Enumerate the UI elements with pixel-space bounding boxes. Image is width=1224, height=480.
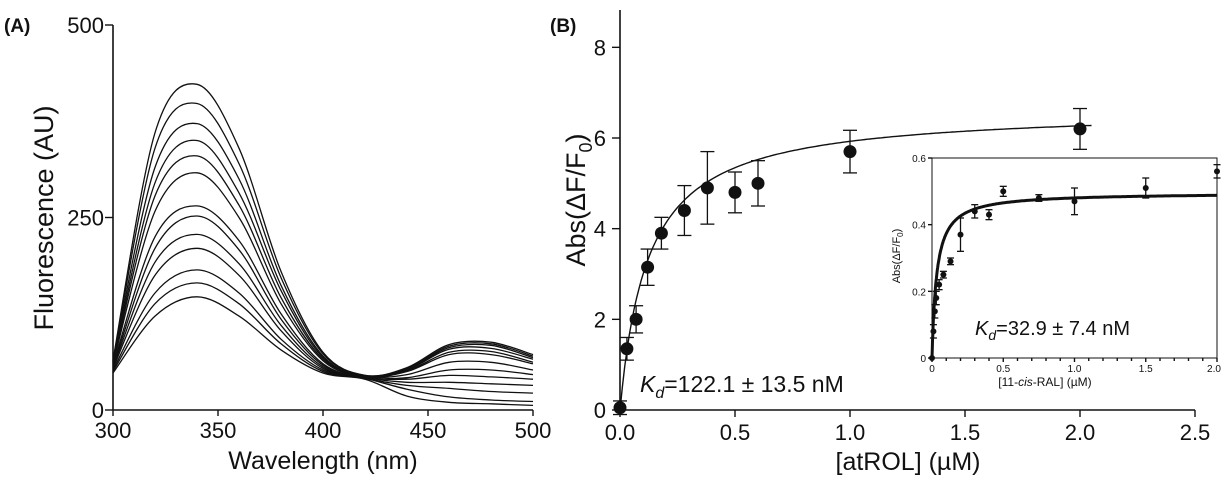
x-tick-label-b: 2.5 — [1180, 420, 1211, 445]
inset-data-point — [947, 258, 954, 265]
inset-data-point — [1000, 188, 1007, 195]
data-point — [641, 260, 655, 274]
panel-a: (A) 0 250 500 300 350 400 450 500 Wavelength (nm)… — [4, 13, 551, 475]
spectrum-line — [112, 282, 534, 403]
x-tick-label-a: 350 — [200, 418, 237, 443]
x-tick-label-inset: 0.5 — [996, 364, 1010, 375]
fit-curve-inset — [930, 193, 1218, 358]
x-tick-label-inset: 1.5 — [1139, 364, 1153, 375]
inset-data-point — [971, 208, 978, 215]
data-point — [700, 181, 714, 195]
y-tick-label-b: 4 — [594, 217, 606, 242]
x-tick-label-a: 300 — [95, 418, 132, 443]
panel-label-a: (A) — [4, 16, 30, 37]
data-point — [613, 401, 627, 415]
y-tick-label-a: 0 — [92, 398, 104, 423]
x-tick-label-a: 450 — [410, 418, 447, 443]
y-tick-label-inset: 0.2 — [912, 287, 926, 298]
kd-annotation-b: Kd=122.1 ± 13.5 nM — [640, 371, 844, 402]
y-tick-label-b: 2 — [594, 307, 606, 332]
x-tick-label-a: 500 — [515, 418, 552, 443]
spectrum-line — [112, 296, 534, 407]
x-tick-label-b: 1.0 — [835, 420, 866, 445]
spectrum-line — [112, 139, 534, 378]
data-point — [728, 185, 742, 199]
spectrum-line — [112, 155, 534, 378]
x-tick-label-b: 0.5 — [720, 420, 751, 445]
y-tick-label-inset: 0.6 — [912, 154, 926, 165]
inset-data-point — [933, 295, 940, 301]
spectrum-line — [112, 269, 534, 394]
y-tick-label-inset: 0.4 — [912, 221, 926, 232]
inset-data-point — [1214, 168, 1220, 175]
spectrum-line — [112, 172, 534, 378]
inset-data-point — [957, 231, 964, 238]
inset-data-point — [1142, 185, 1149, 191]
inset-data-point — [1071, 198, 1078, 205]
spectrum-line — [112, 247, 534, 387]
y-tick-label-b: 8 — [594, 35, 606, 60]
inset-data-point — [936, 281, 943, 288]
x-tick-label-b: 0.0 — [605, 420, 636, 445]
x-tick-label-b: 2.0 — [1065, 420, 1096, 445]
data-point — [677, 204, 691, 218]
x-tick-label-inset: 1.0 — [1068, 364, 1082, 375]
x-axis-label-inset: [11-cis-RAL] (µM) — [998, 375, 1091, 389]
y-axis-label-inset: Abs(ΔF/F0) — [891, 229, 905, 284]
data-point — [1073, 122, 1087, 136]
y-axis-label-a: Fluorescence (AU) — [29, 105, 59, 330]
inset-data-point — [940, 271, 947, 278]
y-tick-label-a: 250 — [67, 206, 104, 231]
data-point — [620, 342, 634, 356]
x-tick-label-a: 400 — [305, 418, 342, 443]
inset-data-point — [986, 211, 992, 218]
y-axis-label-b: Abs(ΔF/F0) — [561, 133, 596, 266]
y-tick-label-inset: 0 — [920, 354, 926, 365]
fit-curve-b — [619, 124, 1092, 411]
spectrum-line — [112, 83, 534, 377]
x-axis-label-a: Wavelength (nm) — [228, 447, 417, 475]
data-point — [654, 226, 668, 240]
x-tick-label-inset: 0 — [929, 364, 935, 375]
y-tick-label-b: 6 — [594, 126, 606, 151]
inset-data-point — [931, 308, 938, 315]
spectrum-line — [112, 205, 534, 379]
inset-data-point — [929, 355, 935, 361]
spectrum-line — [112, 233, 534, 381]
inset-data-point — [1035, 195, 1042, 201]
spectrum-line — [112, 122, 534, 378]
inset-data-point — [930, 328, 937, 335]
y-tick-label-a: 500 — [67, 13, 104, 38]
spectrum-line — [112, 215, 534, 380]
panel-label-b: (B) — [550, 16, 576, 37]
spectrum-line — [112, 102, 534, 377]
data-point — [843, 145, 857, 159]
y-tick-label-b: 0 — [594, 398, 606, 423]
x-tick-label-inset: 2.0 — [1207, 364, 1221, 375]
x-tick-label-b: 1.5 — [950, 420, 981, 445]
kd-annotation-inset: Kd=32.9 ± 7.4 nM — [975, 318, 1130, 343]
x-axis-label-b: [atROL] (µM) — [836, 448, 981, 475]
data-point — [751, 176, 765, 190]
data-point — [629, 312, 643, 326]
inset-panel: 0 0.2 0.4 0.6 0 0.5 1.0 1.5 2.0 [11-cis-RAL] (µM)… — [891, 154, 1221, 389]
panel-b: (B) 0 2 4 6 8 0.0 0.5 1.0 1.5 2.0 2.5 [atROL] (µM) Ab… — [550, 10, 1211, 476]
